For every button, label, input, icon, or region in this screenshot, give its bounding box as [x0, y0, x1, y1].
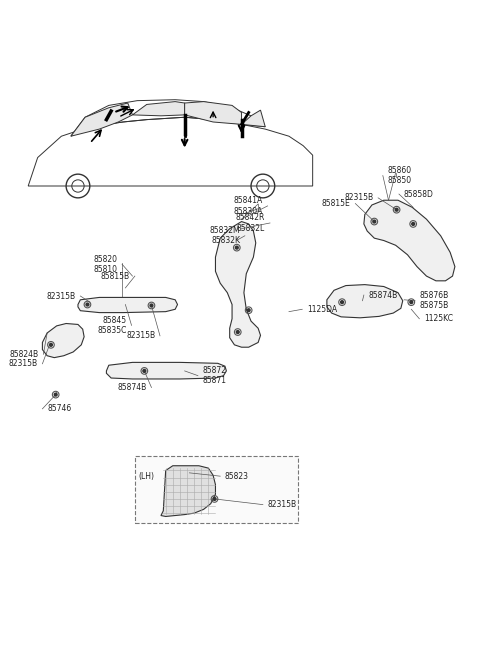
Polygon shape — [185, 102, 241, 124]
Polygon shape — [161, 466, 216, 516]
Polygon shape — [132, 102, 185, 116]
Polygon shape — [42, 324, 84, 358]
Circle shape — [341, 301, 344, 303]
Circle shape — [410, 301, 413, 303]
Text: 85858D: 85858D — [404, 190, 433, 199]
Text: 85820
85810: 85820 85810 — [93, 254, 117, 274]
Circle shape — [49, 344, 52, 346]
Text: 85860
85850: 85860 85850 — [387, 166, 412, 185]
Text: 82315B: 82315B — [9, 359, 37, 368]
Circle shape — [150, 304, 153, 307]
Circle shape — [236, 331, 239, 333]
Text: 85815E: 85815E — [322, 199, 350, 208]
Text: 85872
85871: 85872 85871 — [203, 366, 227, 386]
Text: 1125KC: 1125KC — [424, 314, 453, 324]
Polygon shape — [216, 221, 261, 347]
Polygon shape — [71, 103, 132, 137]
Circle shape — [235, 247, 238, 249]
Text: 85874B: 85874B — [369, 291, 398, 300]
Text: 85842R
85832L: 85842R 85832L — [236, 214, 265, 233]
Polygon shape — [241, 110, 265, 127]
Text: 85845
85835C: 85845 85835C — [97, 316, 127, 335]
Text: 85876B
85875B: 85876B 85875B — [420, 291, 449, 311]
Circle shape — [395, 208, 398, 211]
Text: 85823: 85823 — [225, 472, 249, 481]
Text: 85746: 85746 — [47, 404, 72, 413]
FancyBboxPatch shape — [135, 456, 299, 523]
Circle shape — [373, 220, 376, 223]
Circle shape — [86, 303, 89, 306]
Text: 85841A
85830A: 85841A 85830A — [233, 196, 263, 215]
Polygon shape — [78, 298, 178, 313]
Text: 82315B: 82315B — [344, 193, 373, 203]
Text: 85824B: 85824B — [10, 350, 38, 359]
Text: 85874B: 85874B — [118, 383, 147, 392]
Polygon shape — [107, 362, 227, 379]
Polygon shape — [364, 200, 455, 281]
Circle shape — [213, 498, 216, 500]
Circle shape — [247, 309, 250, 312]
Text: 82315B: 82315B — [268, 500, 297, 509]
Text: 82315B: 82315B — [126, 331, 155, 340]
Polygon shape — [327, 285, 403, 318]
Text: 1125DA: 1125DA — [307, 305, 337, 314]
Text: (LH): (LH) — [139, 472, 155, 481]
Text: 85832M
85832K: 85832M 85832K — [209, 226, 240, 245]
Text: 82315B: 82315B — [47, 292, 75, 300]
Text: 85815B: 85815B — [101, 272, 130, 281]
Circle shape — [412, 223, 415, 225]
Circle shape — [54, 393, 57, 396]
Circle shape — [143, 369, 146, 372]
